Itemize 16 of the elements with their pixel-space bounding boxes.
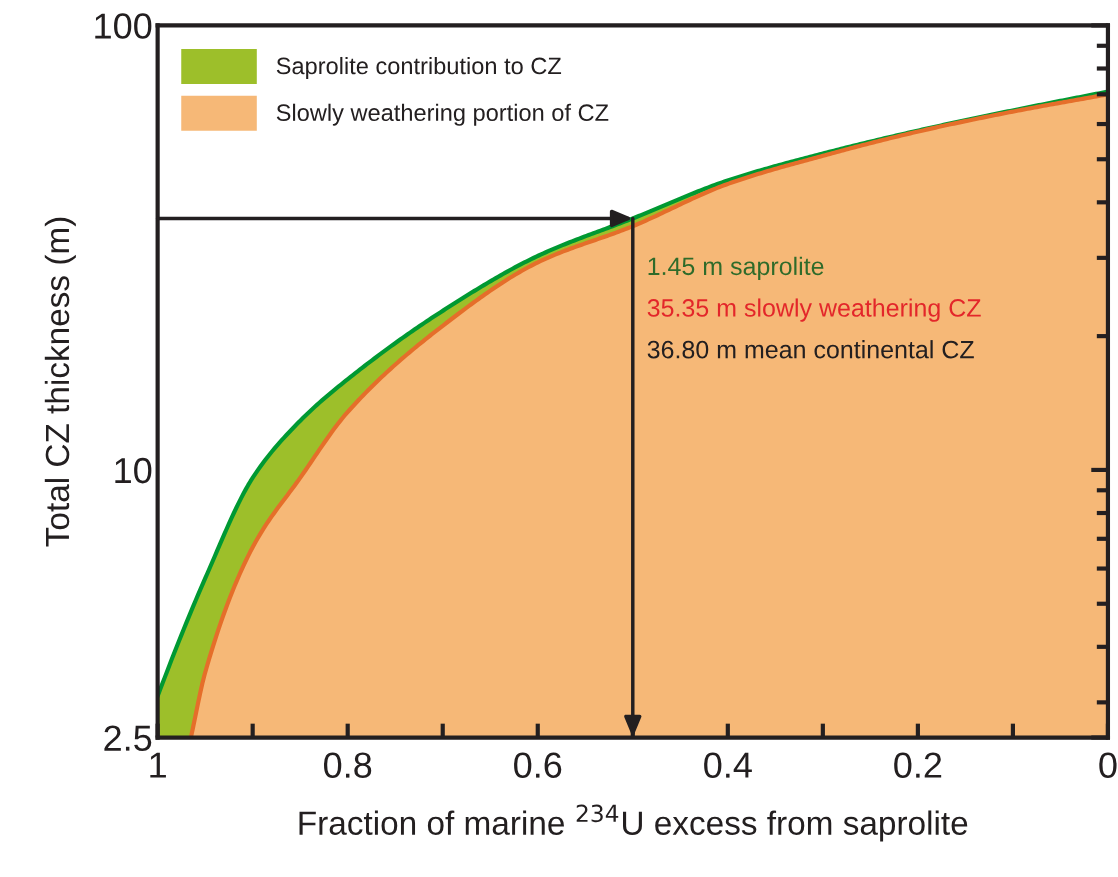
- annotation: 1.45 m saprolite: [648, 256, 824, 281]
- x-tick-label: 0.8: [324, 752, 372, 778]
- legend-label: Slowly weathering portion of CZ: [276, 103, 609, 126]
- y-tick-label: 2.5: [104, 725, 152, 751]
- annotation: 36.80 m mean continental CZ: [647, 340, 974, 359]
- x-tick-label: 0: [1099, 752, 1117, 778]
- x-axis-title: Fraction of marine $^{234}$U excess from saprolite: [299, 804, 968, 842]
- x-tick-label: 1: [150, 752, 166, 778]
- x-tick-label: 0.6: [514, 752, 562, 778]
- legend-label: Saprolite contribution to CZ: [276, 56, 562, 79]
- y-axis-title: Total CZ thickness (m): [44, 217, 76, 547]
- y-tick-label: 10: [115, 457, 152, 484]
- annotation: 35.35 m slowly weathering CZ: [647, 298, 981, 322]
- x-tick-label: 0.4: [704, 752, 752, 778]
- x-tick-label: 0.2: [894, 752, 942, 778]
- y-tick-label: 100: [95, 13, 152, 39]
